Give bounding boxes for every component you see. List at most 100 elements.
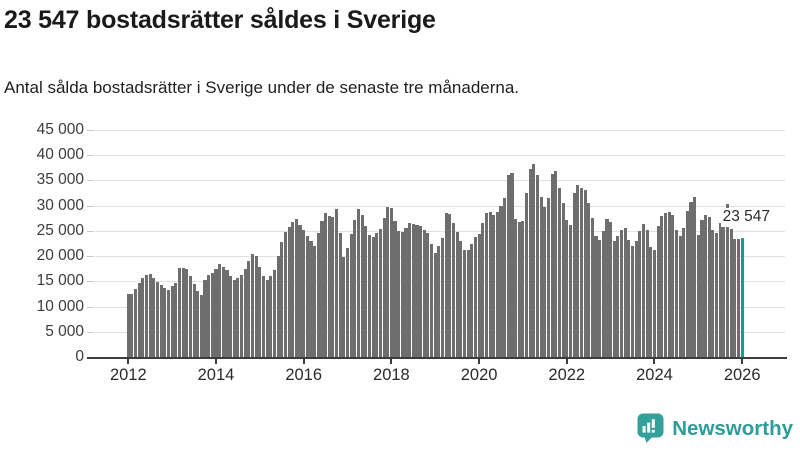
bar	[232, 279, 236, 357]
bar	[488, 211, 492, 357]
bar	[726, 203, 730, 357]
bar	[568, 224, 572, 357]
bar	[254, 256, 258, 357]
bar	[419, 225, 423, 357]
x-tick	[741, 359, 744, 364]
bar	[163, 288, 167, 357]
bar	[594, 236, 598, 357]
bar	[404, 228, 408, 357]
bar	[185, 268, 189, 357]
bar	[627, 239, 631, 357]
bar	[155, 282, 160, 357]
x-axis-label: 2016	[285, 366, 323, 384]
y-axis-label: 25 000	[36, 221, 84, 239]
y-tick	[87, 155, 94, 157]
y-tick	[87, 205, 94, 207]
bar	[565, 219, 569, 357]
bar	[711, 229, 715, 357]
bar	[495, 212, 499, 357]
bar	[645, 229, 649, 357]
y-axis-label: 15 000	[36, 272, 84, 290]
bar	[598, 239, 602, 357]
bar	[364, 225, 368, 357]
bar	[145, 275, 149, 357]
bar	[422, 229, 426, 357]
bar	[272, 269, 276, 357]
bar	[473, 237, 477, 357]
x-axis-label: 2018	[373, 366, 410, 384]
x-axis-label: 2014	[197, 366, 235, 384]
bar	[126, 294, 130, 357]
bar	[433, 252, 437, 357]
bar	[521, 220, 525, 357]
bar	[623, 227, 627, 357]
bar	[389, 208, 393, 357]
bar	[192, 284, 196, 357]
bar	[576, 184, 580, 357]
bar	[313, 245, 317, 357]
bar	[411, 223, 415, 357]
x-axis-label: 2020	[460, 366, 498, 384]
bar	[671, 214, 675, 357]
newsworthy-bar-chart-icon	[637, 413, 664, 444]
bar	[386, 206, 390, 357]
y-tick	[87, 256, 94, 258]
bar	[715, 233, 719, 357]
bar	[177, 268, 181, 357]
bar	[371, 236, 375, 357]
bar	[572, 193, 576, 357]
highlight-bar	[740, 238, 744, 357]
x-tick	[214, 359, 217, 364]
bar	[207, 274, 211, 357]
bar	[696, 234, 700, 357]
bar	[451, 223, 456, 357]
bar	[137, 283, 141, 357]
bar	[437, 246, 441, 357]
y-tick	[87, 180, 94, 182]
bar	[261, 276, 266, 357]
bar	[349, 233, 353, 357]
bar	[258, 267, 262, 357]
bar	[408, 223, 412, 357]
bar	[236, 277, 240, 357]
bar	[638, 230, 642, 357]
bar	[517, 221, 521, 357]
bar	[612, 241, 616, 357]
bar	[320, 220, 324, 357]
bar	[605, 219, 609, 357]
bar	[225, 270, 229, 357]
bar	[276, 256, 280, 357]
x-axis-label: 2024	[636, 366, 673, 384]
bar	[543, 206, 547, 357]
y-axis-label: 35 000	[36, 171, 84, 189]
y-axis-label: 30 000	[36, 196, 84, 214]
y-axis-label: 0	[75, 348, 84, 365]
bar	[203, 280, 207, 357]
y-tick	[87, 356, 94, 359]
y-axis-label: 5 000	[45, 322, 84, 340]
bar	[539, 196, 543, 357]
bar	[174, 282, 178, 357]
bar	[462, 250, 466, 357]
bar	[170, 286, 174, 357]
bar	[305, 235, 309, 357]
bar	[148, 274, 152, 357]
y-tick	[87, 130, 94, 131]
bar	[718, 223, 722, 357]
bar	[375, 233, 379, 357]
bar	[152, 278, 156, 357]
newsworthy-logo[interactable]: Newsworthy	[637, 413, 793, 444]
bar	[360, 214, 364, 357]
gridline	[95, 130, 785, 131]
bar	[616, 235, 620, 357]
bar	[499, 205, 503, 357]
x-axis-label: 2012	[109, 366, 147, 384]
bar	[561, 203, 565, 357]
bar	[667, 211, 671, 357]
bar	[283, 231, 287, 357]
bar	[550, 173, 554, 357]
bar	[528, 169, 532, 357]
x-tick	[127, 359, 130, 364]
bar	[415, 224, 419, 357]
bar	[506, 174, 510, 357]
